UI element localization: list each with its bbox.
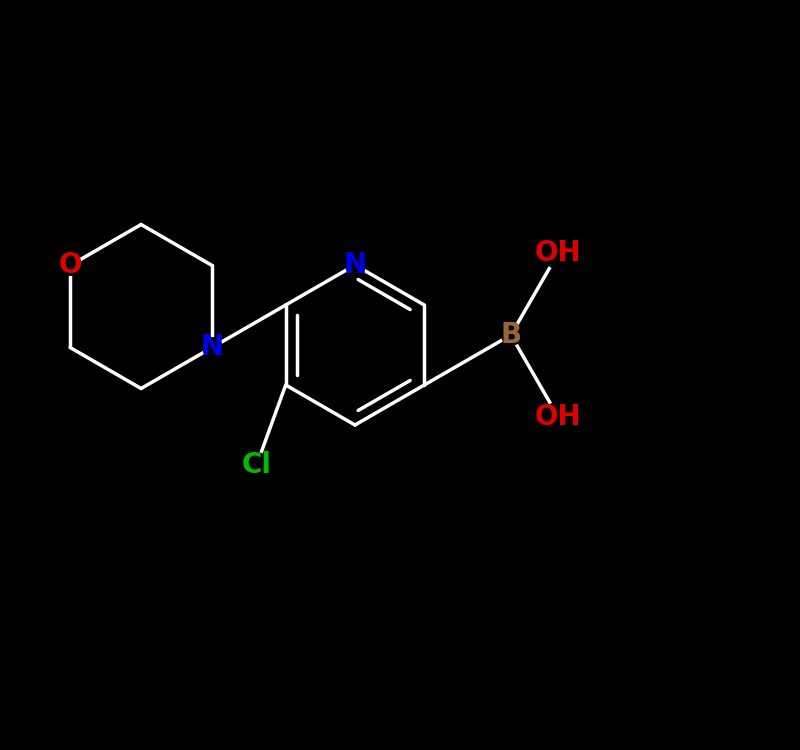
Text: O: O <box>58 251 82 280</box>
Text: N: N <box>343 251 366 279</box>
Text: OH: OH <box>535 404 582 431</box>
Text: B: B <box>500 321 522 349</box>
Text: Cl: Cl <box>242 451 272 478</box>
Text: OH: OH <box>535 238 582 267</box>
Text: N: N <box>201 334 224 362</box>
